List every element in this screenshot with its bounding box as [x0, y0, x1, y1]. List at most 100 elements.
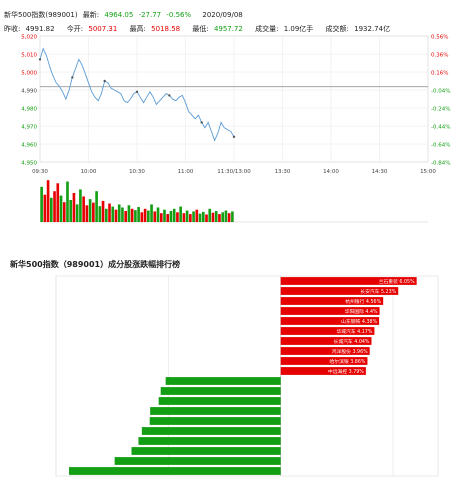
volume-bar [59, 195, 63, 222]
x-tick-label: 15:00 [420, 169, 436, 175]
y-right-tick-label: -0.44% [431, 125, 450, 131]
volume-bar [62, 202, 66, 222]
gainer-bar [280, 307, 380, 315]
volume-bar [69, 200, 73, 222]
y-left-tick-label: 5,020 [21, 35, 37, 41]
volume-bar [53, 191, 56, 222]
volume-bar [50, 197, 53, 222]
loser-bar [138, 437, 281, 445]
volume-bar [205, 214, 208, 222]
volume-bar [117, 204, 121, 222]
volume-bar [85, 205, 89, 222]
low-value: 4957.72 [213, 25, 243, 33]
gainer-bar-label: 长安汽车 5.23% [360, 288, 396, 295]
volume-bar [108, 203, 111, 222]
volume-bar [127, 205, 131, 222]
volume-bar [156, 207, 160, 222]
open-label: 今开: [66, 25, 84, 33]
volume-bar [227, 213, 231, 222]
volume-bar [130, 208, 134, 222]
loser-bar-label: 泸州老窖 -7.39% [283, 458, 321, 465]
loser-bar [160, 387, 281, 395]
loser-bar [131, 447, 281, 455]
price-point [71, 76, 74, 79]
price-point [38, 58, 42, 61]
volume-bar [218, 214, 221, 222]
volume-bar [214, 211, 218, 222]
index-name: 新华500指数(989001) [4, 11, 78, 19]
gainer-bar-label: 哈尔滨银 3.86% [329, 358, 365, 365]
loser-bar-label: 酒鬼酒 -9.42% [283, 468, 316, 475]
loser-bar [158, 397, 281, 405]
prev-close-value: 4991.82 [25, 25, 55, 33]
volume-bar [134, 210, 137, 222]
volume-bar [172, 208, 176, 222]
volume-bar [40, 186, 43, 222]
gainer-bar-label: 华阳国际 4.4% [345, 308, 378, 315]
volume-bar [121, 207, 124, 222]
gainer-bar [280, 277, 417, 285]
price-point [103, 79, 106, 83]
gainer-bar [280, 337, 372, 345]
latest-value: 4964.05 [104, 11, 134, 19]
volume-bar [104, 208, 108, 222]
loser-bar [141, 427, 281, 435]
volume-bar [224, 210, 228, 222]
volume-bar [153, 211, 157, 222]
x-tick-label: 14:00 [323, 169, 339, 175]
loser-bar-label: 深南电路 -6.18% [283, 428, 321, 435]
change-value: -27.77 [138, 11, 162, 19]
quote-date: 2020/09/08 [202, 11, 243, 19]
quote-header-row-2: 昨收: 4991.82 今开: 5007.31 最高: 5018.58 最低: … [4, 24, 393, 34]
gainer-bar [280, 327, 375, 335]
ranking-frame [55, 275, 439, 477]
volume-bar [75, 204, 79, 222]
prev-close-label: 昨收: [4, 25, 21, 33]
y-left-tick-label: 4,960 [21, 143, 37, 149]
loser-bar [69, 467, 281, 475]
volume-bar [137, 207, 140, 222]
gainer-bar-label: 中远海控 3.79% [328, 368, 364, 375]
y-left-tick-label: 5,000 [21, 71, 37, 77]
x-tick-label: 10:00 [81, 169, 97, 175]
gainer-bar [280, 367, 366, 375]
latest-label: 最新: [82, 11, 100, 19]
gainer-bar [280, 357, 368, 365]
volume-bar [231, 211, 234, 222]
loser-bar-label: 新 希 望 -6.64% [283, 448, 319, 455]
x-tick-label: 10:30 [129, 169, 145, 175]
volume-bar [169, 211, 173, 222]
price-point [135, 90, 139, 93]
volume-bar [211, 212, 215, 222]
gainer-bar-label: 杭州银行 4.56% [345, 298, 381, 305]
gainer-bar-label: 兰石重装 6.05% [379, 278, 415, 285]
amount-value: 1932.74亿 [354, 25, 391, 33]
volume-bar [195, 209, 199, 222]
volume-bar [201, 211, 205, 222]
loser-bar-label: 恒顺醋业 -5.43% [283, 398, 321, 405]
volume-bar [147, 210, 150, 222]
loser-bar-label: 华海药业 -5.81% [283, 408, 321, 415]
volume-bar [114, 209, 118, 222]
volume-label: 成交量: [255, 25, 279, 33]
volume-bar [221, 212, 224, 222]
y-left-tick-label: 4,950 [21, 161, 37, 167]
gainer-bar [280, 297, 384, 305]
x-tick-label: 14:30 [372, 169, 388, 175]
volume-bar [92, 202, 95, 222]
volume-bar [98, 206, 102, 222]
y-right-tick-label: 0.36% [431, 53, 448, 59]
low-label: 最低: [192, 25, 209, 33]
volume-bar [198, 213, 202, 222]
gainer-bar [280, 347, 370, 355]
gainer-bar [280, 317, 380, 325]
y-right-tick-label: -0.64% [431, 143, 450, 149]
x-tick-label: 09:30 [32, 169, 48, 175]
x-tick-label: 11:00 [178, 169, 194, 175]
high-value: 5018.58 [151, 25, 181, 33]
volume-bar [182, 213, 186, 222]
y-left-tick-label: 5,010 [21, 53, 37, 59]
x-tick-label: 13:30 [275, 169, 291, 175]
volume-bar [66, 181, 69, 222]
gainer-bar [280, 287, 399, 295]
